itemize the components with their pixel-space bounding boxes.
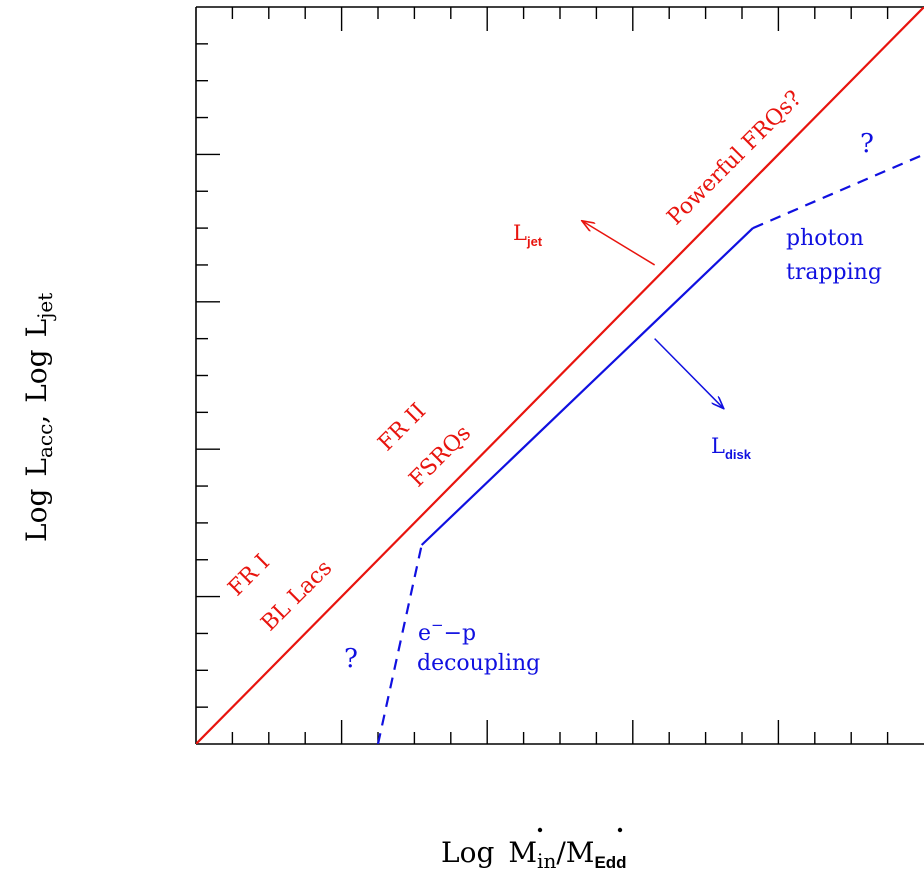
- fr2-label: FR II: [374, 399, 431, 456]
- ep-label: e−−p: [418, 616, 476, 646]
- mdot-den-dot: [617, 827, 623, 833]
- mdot-num-dot: [537, 827, 543, 833]
- fr1-label: FR I: [224, 550, 275, 601]
- x-axis-label-text: Log Min/MEdd: [441, 836, 627, 873]
- y-axis-label: LogLacc,LogLjet: [20, 293, 57, 542]
- series-disk-line: [420, 227, 754, 546]
- series-disk-low-dashed: [376, 544, 423, 744]
- ljet-label: Ljet: [513, 221, 543, 249]
- series-disk-high-dashed: [752, 153, 924, 230]
- ldisk-label: Ldisk: [711, 434, 752, 462]
- trapping-label: trapping: [786, 260, 882, 285]
- x-axis-label: Log Min/MEdd: [441, 827, 627, 873]
- ldisk-arrow: [654, 338, 724, 409]
- question-low: ?: [344, 644, 358, 674]
- series-jet-line: [196, 7, 924, 744]
- photon-label: photon: [786, 226, 864, 251]
- question-high: ?: [860, 129, 874, 159]
- powerful-frqs-label: Powerful FRQs?: [663, 86, 807, 230]
- decoupling-label: decoupling: [417, 651, 540, 676]
- series-layer: [196, 7, 924, 744]
- ljet-arrow: [582, 221, 656, 266]
